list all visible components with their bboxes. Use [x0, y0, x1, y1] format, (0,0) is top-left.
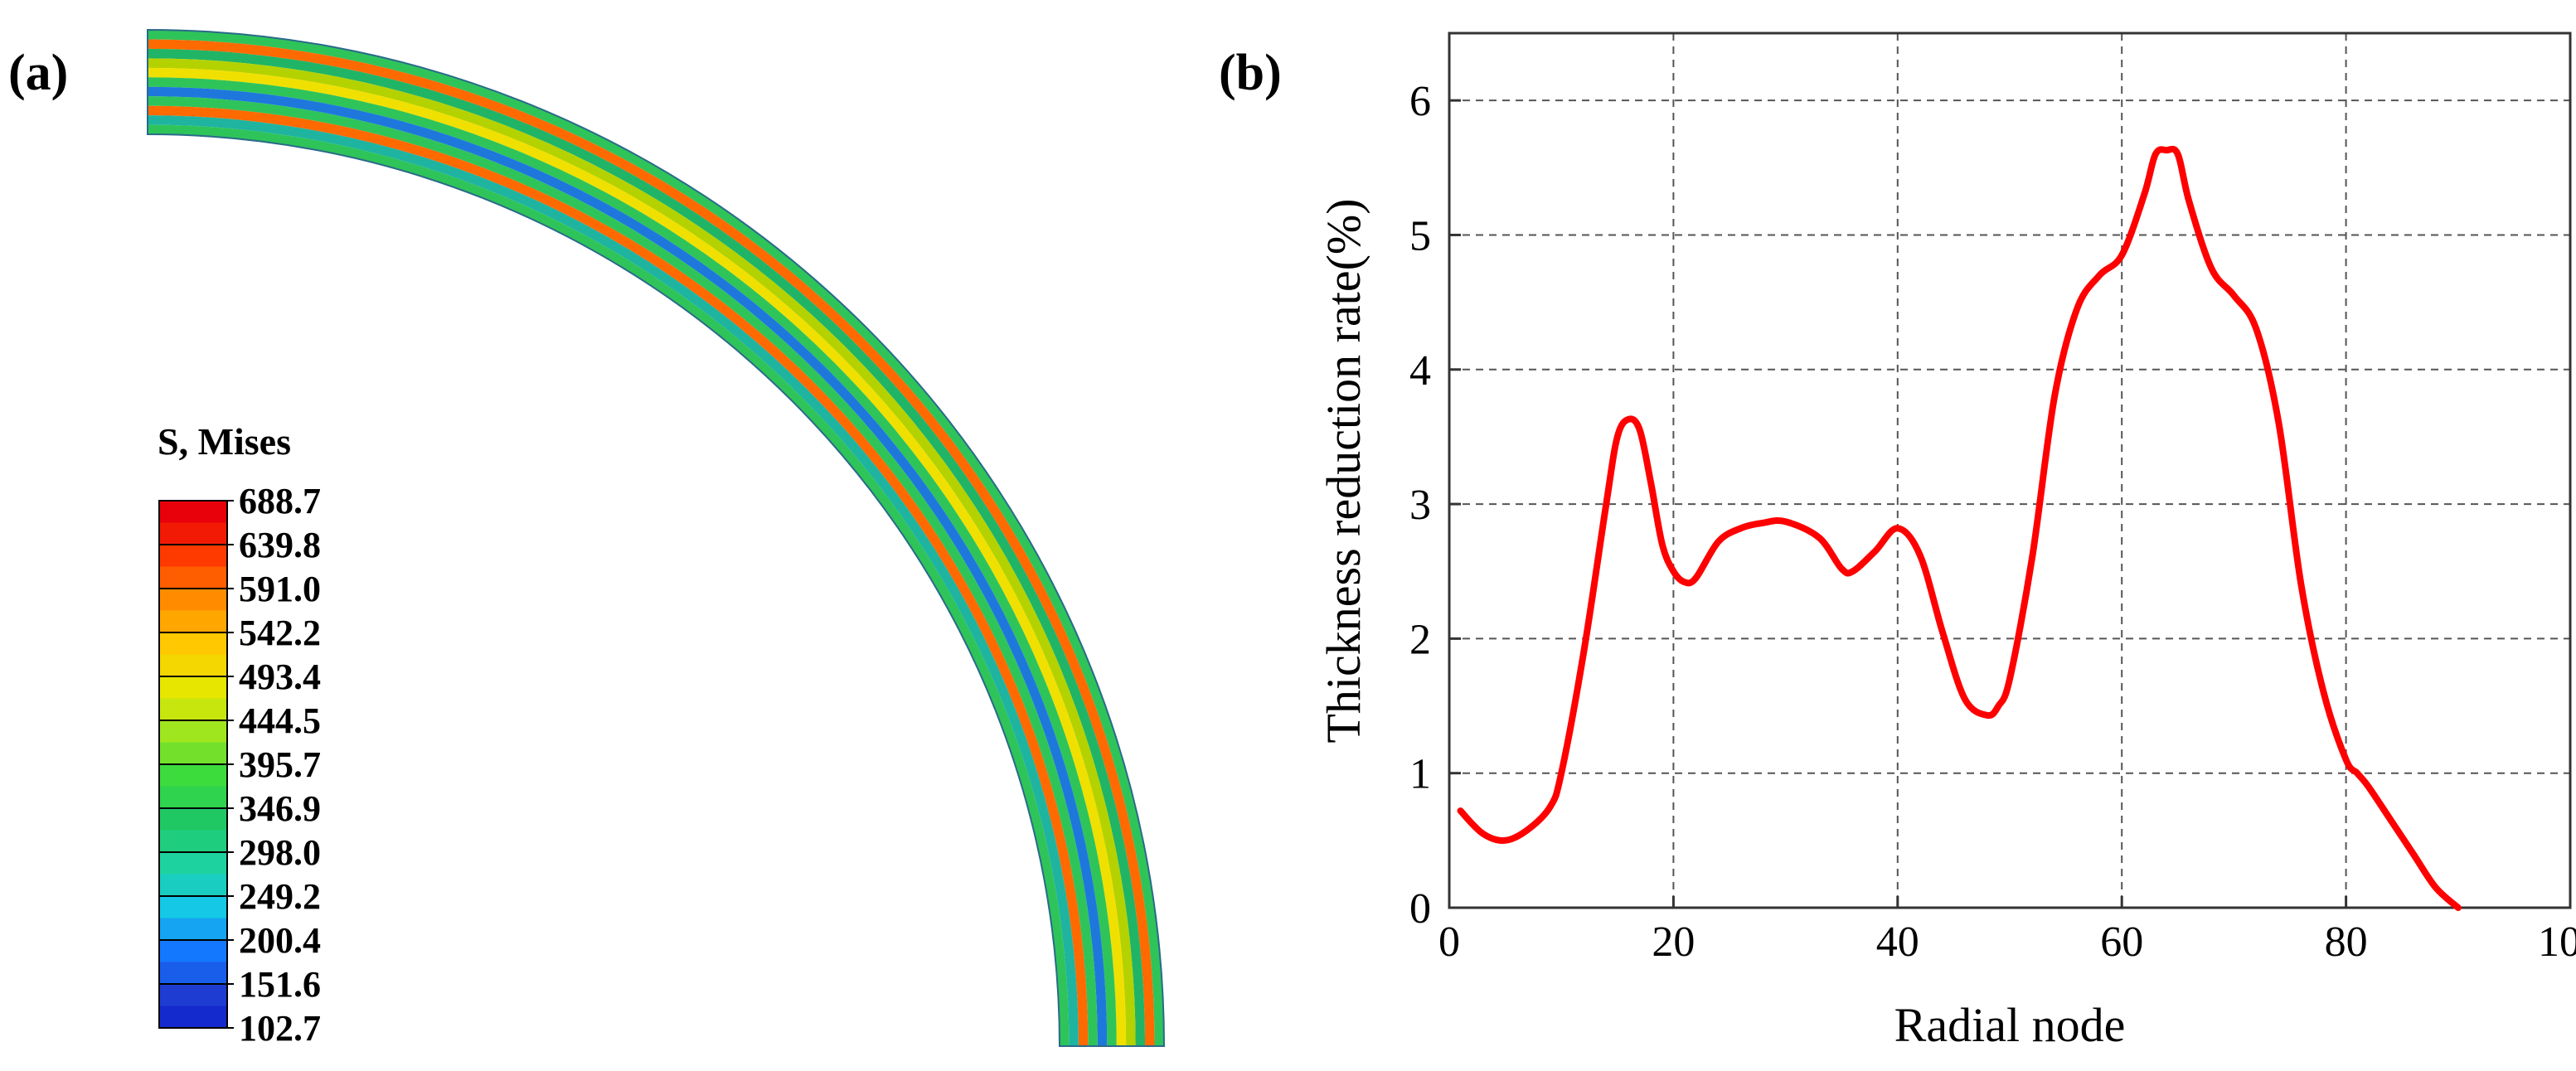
x-axis-title: Radial node [1894, 998, 2126, 1052]
stress-contour-ring [147, 28, 1166, 1047]
legend-value-label: 444.5 [239, 700, 321, 741]
legend-color-subcell [159, 962, 227, 984]
legend-color-subcell [159, 698, 227, 720]
legend-color-cell [159, 896, 227, 940]
y-tick-label: 6 [1409, 78, 1431, 125]
panel-b-label: (b) [1219, 45, 1282, 101]
legend-color-cell [159, 632, 227, 676]
legend-title: S, Mises [158, 420, 291, 463]
legend-color-subcell [159, 1006, 227, 1028]
legend-color-subcell [159, 874, 227, 896]
legend-value-label: 395.7 [239, 744, 321, 785]
legend-color-cell [159, 764, 227, 808]
legend-color-cell [159, 676, 227, 720]
legend-value-label: 151.6 [239, 964, 321, 1005]
legend-color-subcell [159, 918, 227, 940]
legend-color-subcell [159, 742, 227, 764]
series-line-thickness-reduction [1457, 145, 2462, 911]
legend-value-label: 591.0 [239, 569, 321, 609]
ring-outline [147, 28, 1166, 1047]
x-tick-label: 60 [2100, 918, 2143, 966]
legend-color-subcell [159, 830, 227, 852]
legend-value-label: 249.2 [239, 876, 321, 917]
x-tick-label: 100 [2538, 918, 2576, 966]
legend-color-subcell [159, 610, 227, 632]
x-tick-label: 20 [1652, 918, 1695, 966]
y-tick-label: 5 [1409, 212, 1431, 259]
legend-value-label: 200.4 [239, 920, 321, 961]
legend-value-label: 542.2 [239, 613, 321, 653]
plot-frame [1448, 32, 2572, 909]
legend-color-cell [159, 808, 227, 852]
legend-color-cell [159, 545, 227, 589]
chart-grid [1449, 33, 2570, 908]
legend-color-cell [159, 940, 227, 984]
legend-value-label: 346.9 [239, 788, 321, 829]
x-tick-label: 80 [2325, 918, 2368, 966]
legend-value-label: 102.7 [239, 1008, 321, 1049]
y-tick-label: 0 [1409, 885, 1431, 933]
legend-color-cell [159, 589, 227, 632]
x-tick-label: 40 [1876, 918, 1919, 966]
panel-a-label: (a) [8, 45, 68, 101]
y-tick-label: 3 [1409, 482, 1431, 529]
y-axis-title: Thickness reduction rate(%) [1317, 198, 1370, 743]
thickness-chart: 0 20 40 60 80 100 0 1 2 3 4 5 6 Radial node Thicknes… [1317, 32, 2576, 1052]
legend-color-subcell [159, 654, 227, 676]
legend-color-cell [159, 720, 227, 764]
legend-color-subcell [159, 566, 227, 589]
legend-value-label: 688.7 [239, 481, 321, 521]
legend-value-label: 639.8 [239, 525, 321, 565]
legend-color-cell [159, 852, 227, 896]
legend-color-cell [159, 984, 227, 1028]
legend-color-subcell [159, 786, 227, 808]
legend-value-label: 298.0 [239, 832, 321, 873]
legend-color-cell [159, 501, 227, 545]
x-tick-label: 0 [1438, 918, 1460, 966]
legend-value-label: 493.4 [239, 657, 321, 697]
legend-color-subcell [159, 522, 227, 545]
y-tick-label: 1 [1409, 751, 1431, 798]
y-tick-label: 4 [1409, 347, 1431, 395]
stress-legend: 688.7639.8591.0542.2493.4444.5395.7346.9… [158, 481, 321, 1049]
chart-ticks: 0 20 40 60 80 100 0 1 2 3 4 5 6 [1409, 78, 2576, 966]
y-tick-label: 2 [1409, 616, 1431, 663]
